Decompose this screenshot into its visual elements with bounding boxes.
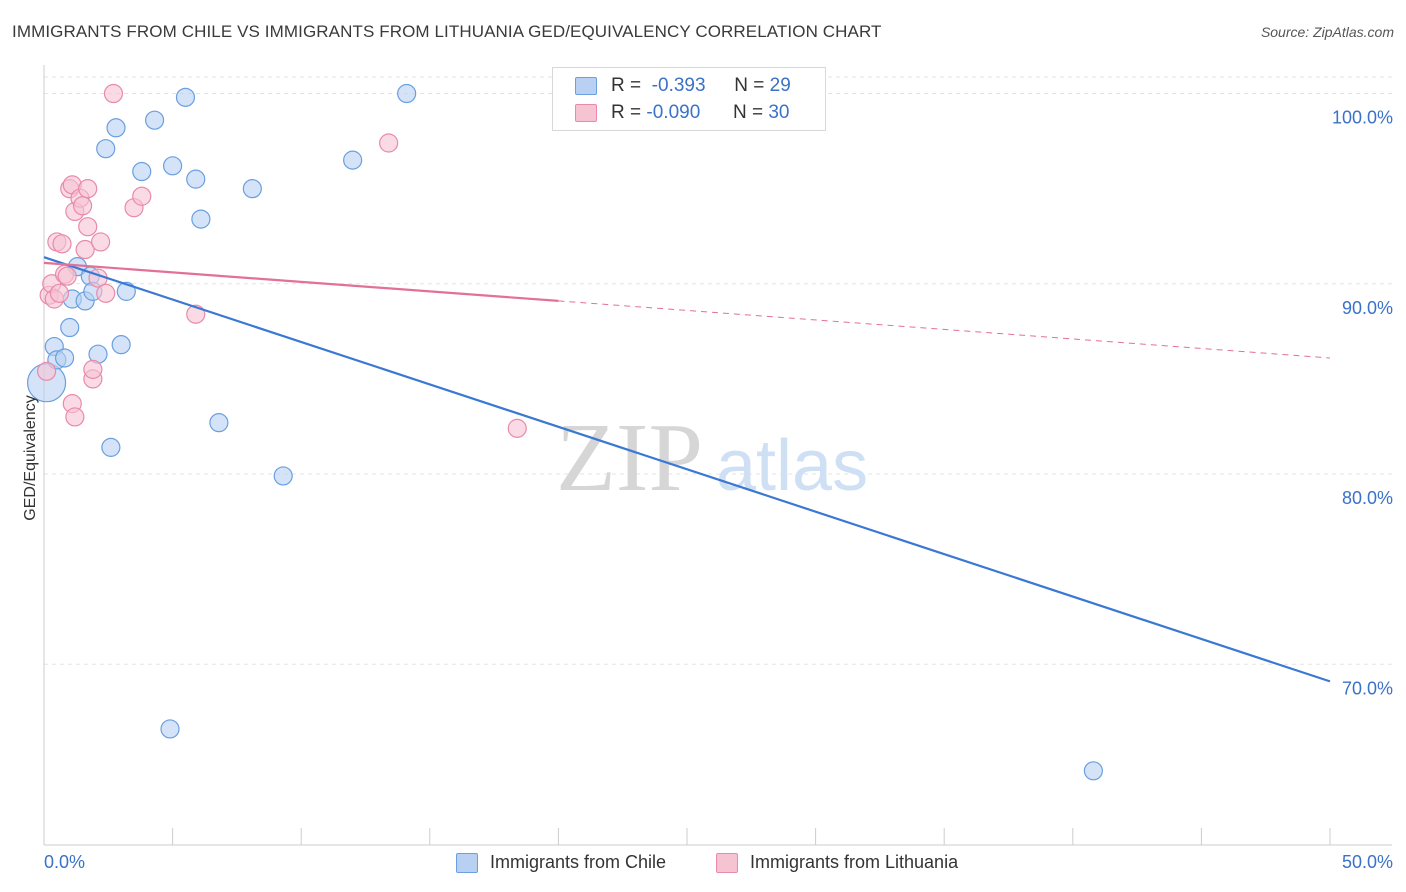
point-chile — [60, 317, 80, 338]
point-lithuania — [83, 359, 103, 379]
x-tick-label-right: 50.0% — [1342, 852, 1393, 872]
point-chile — [397, 83, 417, 104]
watermark-atlas: atlas — [716, 426, 868, 506]
point-chile — [242, 179, 262, 199]
chart-source: Source: ZipAtlas.com — [1260, 24, 1394, 40]
trend-lines — [43, 256, 1331, 683]
point-lithuania — [75, 239, 95, 260]
trend-line-chile — [43, 256, 1331, 683]
point-lithuania — [507, 418, 527, 438]
point-lithuania — [49, 283, 70, 303]
point-chile — [191, 209, 211, 229]
data-points — [26, 83, 1103, 781]
point-lithuania — [57, 266, 77, 286]
legend-swatch-lithuania — [575, 104, 597, 122]
series-swatch-lithuania — [716, 852, 738, 873]
point-lithuania — [65, 407, 85, 427]
point-chile — [1083, 761, 1103, 781]
point-chile — [132, 161, 152, 182]
point-lithuania — [78, 179, 98, 199]
point-chile — [160, 719, 180, 739]
legend-row-lithuania: R = -0.090 N = 30 — [575, 101, 789, 125]
legend-r-label: R = — [611, 75, 642, 96]
legend-n-value: 29 — [769, 75, 791, 96]
stats-legend: R = -0.393 N = 29 R = -0.090 N = 30 — [552, 67, 826, 131]
point-chile — [343, 150, 363, 170]
y-tick-label: 80.0% — [1342, 488, 1393, 508]
series-legend: Immigrants from Chile Immigrants from Li… — [0, 852, 1406, 878]
point-chile — [186, 169, 206, 189]
x-tick-label-left: 0.0% — [44, 852, 85, 872]
series-legend-lithuania[interactable]: Immigrants from Lithuania — [716, 852, 958, 873]
point-lithuania — [72, 196, 93, 216]
point-chile — [96, 139, 116, 159]
trend-line-lithuania — [43, 261, 559, 302]
legend-n-value: 30 — [768, 102, 790, 123]
point-chile — [111, 335, 131, 355]
point-chile — [54, 348, 75, 368]
point-lithuania — [379, 133, 399, 153]
series-legend-chile[interactable]: Immigrants from Chile — [456, 852, 666, 873]
point-lithuania — [36, 361, 57, 381]
series-label-chile: Immigrants from Chile — [490, 852, 667, 872]
chart-title: IMMIGRANTS FROM CHILE VS IMMIGRANTS FROM… — [12, 22, 882, 41]
series-label-lithuania: Immigrants from Lithuania — [750, 852, 959, 872]
legend-n-label: N = — [732, 102, 764, 123]
point-chile — [163, 156, 183, 176]
point-chile — [106, 118, 126, 138]
point-chile — [273, 466, 293, 486]
y-tick-label: 90.0% — [1342, 298, 1393, 318]
point-chile — [101, 437, 121, 457]
y-tick-label: 100.0% — [1332, 108, 1393, 128]
point-lithuania — [103, 83, 124, 104]
watermark: ZIP atlas — [556, 404, 868, 512]
point-chile — [209, 413, 229, 433]
tick-labels: 100.0% 90.0% 80.0% 70.0% 0.0% 50.0% — [44, 108, 1393, 872]
point-lithuania — [52, 234, 72, 254]
legend-r-value: -0.090 — [646, 102, 701, 123]
legend-row-chile: R = -0.393 N = 29 — [575, 74, 791, 98]
point-chile — [175, 87, 196, 107]
point-chile — [144, 110, 165, 130]
legend-swatch-chile — [575, 77, 597, 95]
series-swatch-chile — [456, 852, 478, 873]
watermark-zip: ZIP — [556, 404, 703, 512]
axes — [43, 65, 1392, 846]
y-axis-label: GED/Equivalency — [22, 395, 39, 520]
point-lithuania — [78, 217, 98, 237]
trend-line-lithuania-dashed — [558, 300, 1331, 359]
legend-r-value: -0.393 — [651, 75, 706, 96]
y-tick-label: 70.0% — [1342, 678, 1393, 698]
legend-n-label: N = — [734, 75, 765, 96]
legend-r-label: R = — [611, 102, 642, 123]
gridlines — [44, 76, 1392, 665]
point-lithuania — [132, 186, 152, 206]
point-lithuania — [96, 283, 116, 303]
point-lithuania — [90, 232, 111, 252]
